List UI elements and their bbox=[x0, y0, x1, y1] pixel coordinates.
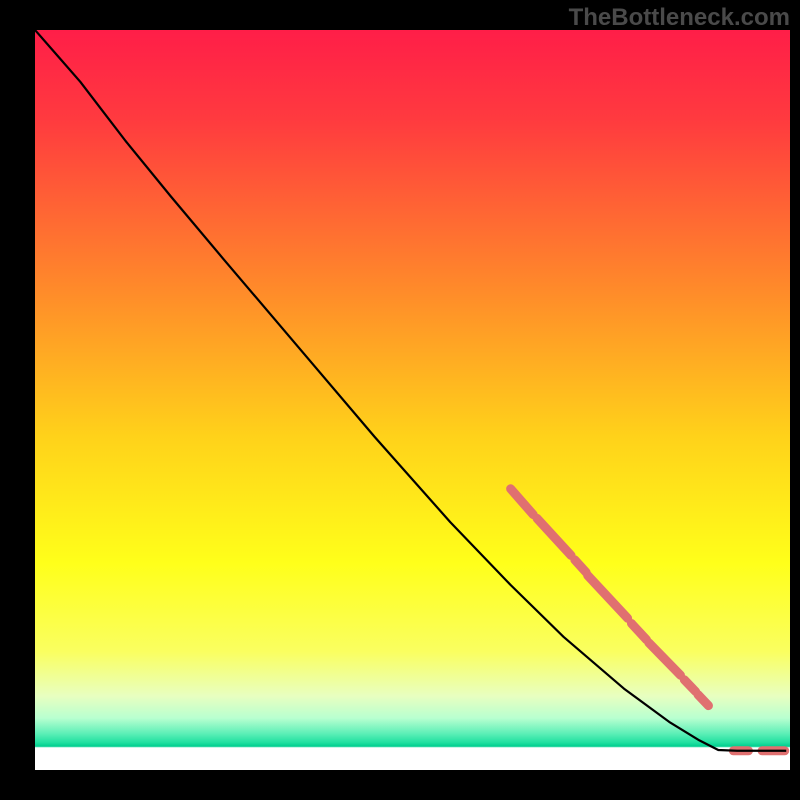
plot-area bbox=[35, 30, 790, 770]
highlight-segment bbox=[537, 518, 571, 555]
bottleneck-chart: TheBottleneck.com bbox=[0, 0, 800, 800]
bottleneck-curve bbox=[35, 30, 786, 751]
highlight-segment bbox=[511, 489, 534, 515]
highlight-segment bbox=[684, 680, 695, 692]
highlight-segments bbox=[511, 489, 785, 751]
watermark-text: TheBottleneck.com bbox=[569, 4, 790, 32]
highlight-segment bbox=[588, 575, 628, 618]
chart-svg bbox=[35, 30, 790, 770]
highlight-segment bbox=[631, 623, 646, 639]
highlight-segment bbox=[575, 560, 586, 573]
highlight-segment bbox=[649, 643, 681, 676]
highlight-segment bbox=[698, 695, 709, 706]
